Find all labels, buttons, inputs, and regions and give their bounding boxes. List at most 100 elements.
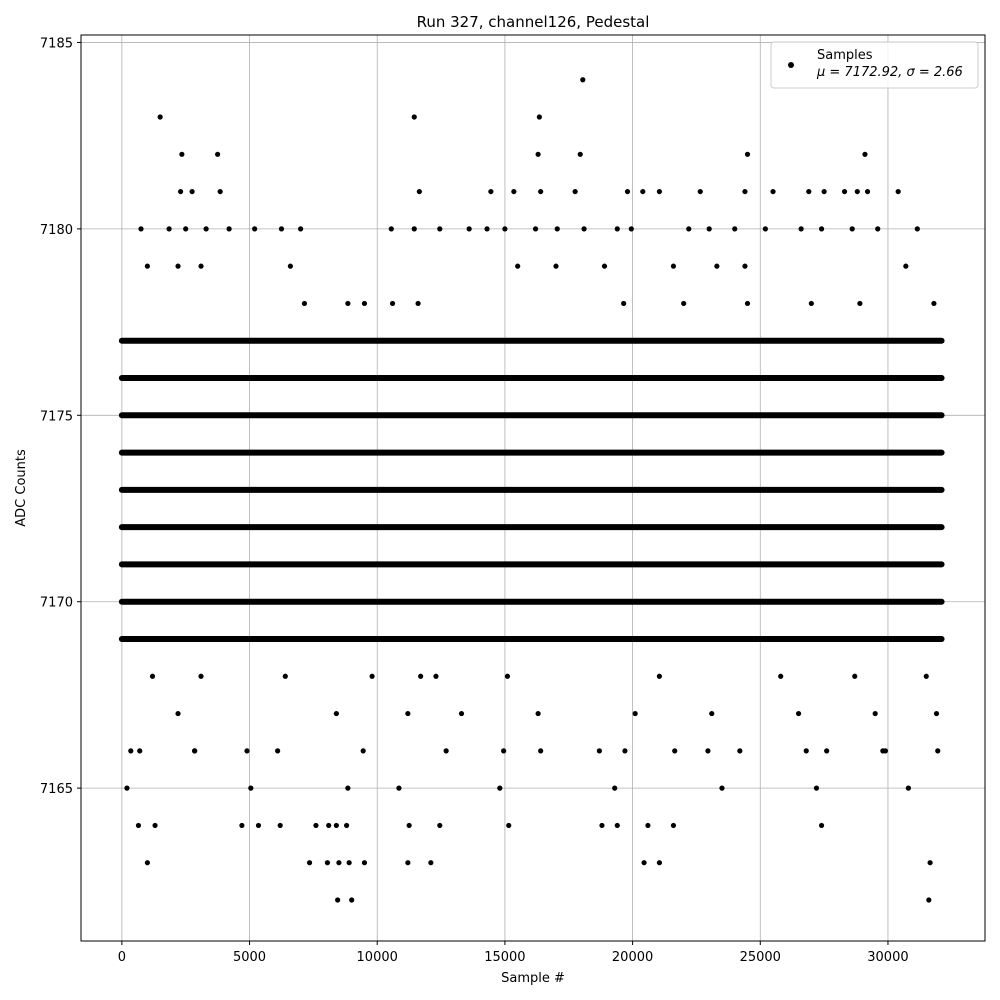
data-point (388, 226, 394, 232)
data-point (226, 226, 232, 232)
data-point (506, 822, 512, 829)
data-point (640, 188, 646, 195)
data-point (535, 710, 541, 717)
data-point (572, 188, 578, 195)
data-point (396, 785, 402, 791)
data-point (742, 263, 748, 269)
data-point (128, 748, 134, 754)
data-point (538, 748, 544, 754)
data-point (333, 822, 339, 829)
data-point (632, 710, 638, 717)
x-tick-label: 15000 (484, 950, 525, 965)
data-point (849, 226, 855, 232)
data-point (198, 263, 204, 269)
data-point (282, 673, 288, 679)
data-point (484, 226, 490, 232)
data-point (656, 673, 663, 679)
data-point (778, 673, 784, 679)
data-point (443, 748, 449, 754)
data-point (935, 748, 941, 754)
data-point (770, 188, 776, 195)
data-point (803, 748, 809, 754)
data-point (458, 710, 465, 717)
legend-marker (788, 62, 794, 68)
data-point (706, 226, 712, 232)
data-point (298, 226, 304, 232)
data-point (326, 822, 332, 829)
data-point (553, 263, 559, 269)
data-point (466, 226, 472, 232)
data-point (215, 151, 221, 157)
data-point (411, 114, 417, 120)
data-point (732, 226, 738, 232)
data-point (914, 226, 920, 232)
data-point (144, 860, 150, 866)
data-point (433, 673, 439, 679)
data-point (931, 300, 937, 307)
data-point (515, 263, 521, 269)
data-point (416, 188, 422, 195)
data-point (361, 300, 368, 307)
data-point (124, 785, 130, 791)
data-point (418, 673, 424, 679)
data-point (686, 226, 692, 232)
dense-sample-bands (118, 337, 945, 642)
data-point (437, 226, 443, 232)
data-point (166, 226, 172, 232)
data-point (361, 860, 368, 866)
plot-frame (80, 34, 986, 942)
data-point (275, 748, 281, 754)
data-point (903, 263, 909, 269)
data-point (511, 188, 517, 195)
data-point (813, 785, 820, 791)
data-point (670, 263, 677, 269)
data-point (411, 226, 417, 232)
data-point (405, 710, 411, 717)
axis-ticks: 0 5000 10000 15000 20000 25000 30000 7165 7170 71… (40, 36, 909, 965)
data-point (244, 748, 250, 754)
data-point (645, 822, 651, 829)
data-point (203, 226, 209, 232)
data-point (927, 860, 933, 866)
data-point (535, 151, 541, 157)
data-point (862, 151, 868, 157)
data-point (336, 860, 342, 866)
x-tick-label: 30000 (867, 950, 908, 965)
x-tick-label: 10000 (357, 950, 398, 965)
data-point (183, 226, 189, 232)
legend-stats: μ = 7172.92, σ = 2.66 (816, 65, 963, 80)
data-point (742, 188, 748, 195)
data-point (905, 785, 911, 791)
data-point (705, 748, 711, 754)
data-point (135, 822, 142, 829)
data-point (806, 188, 812, 195)
data-point (287, 263, 294, 269)
data-point (189, 188, 195, 195)
data-point (821, 188, 827, 195)
data-point (818, 822, 825, 829)
y-tick-label: 7170 (40, 596, 73, 611)
data-point (854, 188, 860, 195)
data-point (313, 822, 319, 829)
data-point (504, 673, 511, 679)
data-point (596, 748, 602, 754)
data-point (762, 226, 768, 232)
data-point (670, 822, 677, 829)
data-point (744, 151, 751, 157)
data-point (672, 748, 678, 754)
data-point (612, 785, 618, 791)
data-point (345, 300, 351, 307)
data-point (818, 226, 825, 232)
data-point (841, 188, 848, 195)
data-point (333, 710, 339, 717)
data-point (306, 860, 313, 866)
y-tick-label: 7185 (40, 36, 73, 51)
data-point (157, 114, 163, 120)
data-point (138, 226, 144, 232)
data-point (933, 710, 940, 717)
data-point (406, 822, 412, 829)
data-point (614, 822, 620, 829)
data-point (360, 748, 366, 754)
data-point (343, 822, 350, 829)
